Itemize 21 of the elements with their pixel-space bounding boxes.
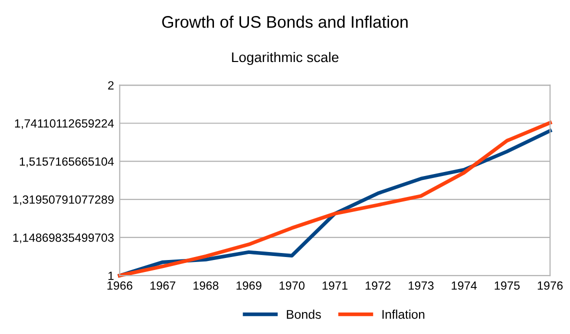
y-tick-label: 1,31950791077289 bbox=[13, 195, 114, 206]
x-tick-label: 1971 bbox=[322, 281, 348, 290]
y-tick-label: 1,74110112659224 bbox=[15, 119, 114, 130]
x-tick-label: 1968 bbox=[194, 281, 218, 290]
x-tick-label: 1974 bbox=[452, 281, 477, 290]
x-tick-label: 1966 bbox=[107, 281, 132, 290]
chart-title: Growth of US Bonds and Inflation bbox=[162, 16, 408, 28]
legend-label: Bonds bbox=[286, 310, 321, 319]
y-tick-label: 1,14869835499703 bbox=[13, 234, 114, 244]
x-tick-label: 1969 bbox=[236, 281, 262, 290]
legend-label: Inflation bbox=[382, 310, 424, 319]
x-tick-label: 1976 bbox=[538, 281, 563, 290]
x-tick-label: 1970 bbox=[280, 281, 305, 290]
y-tick-label: 1,5157165665104 bbox=[20, 157, 114, 168]
x-tick-label: 1975 bbox=[494, 281, 520, 290]
x-tick-label: 1972 bbox=[366, 281, 390, 290]
y-tick-label: 1 bbox=[108, 272, 114, 280]
chart-subtitle: Logarithmic scale bbox=[232, 52, 338, 65]
y-tick-label: 2 bbox=[108, 81, 114, 90]
x-tick-label: 1967 bbox=[150, 281, 176, 290]
x-tick-label: 1973 bbox=[408, 281, 434, 290]
